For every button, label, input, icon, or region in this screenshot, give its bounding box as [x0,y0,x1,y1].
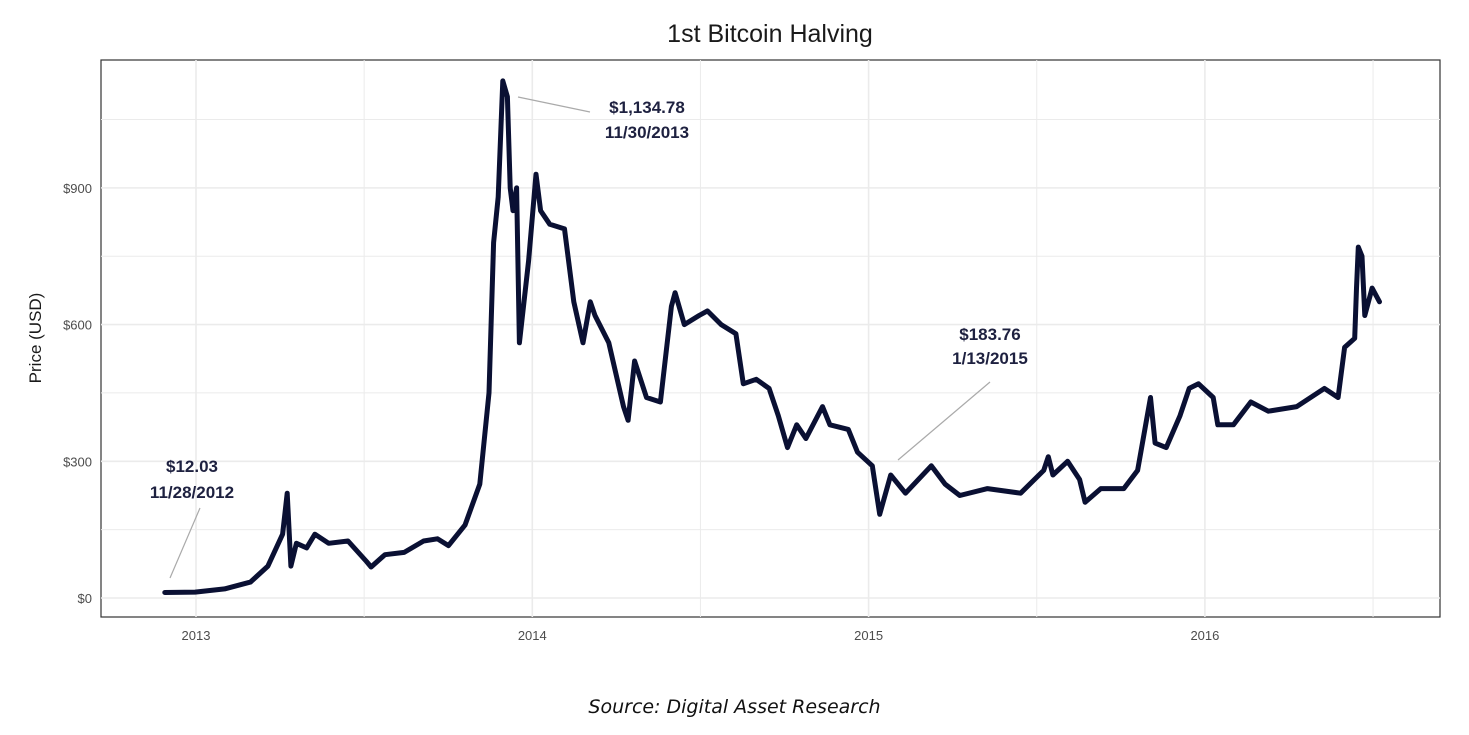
annotation-leader-line [169,507,201,579]
price-line [162,78,1382,595]
y-tick-label: $600 [63,318,92,333]
annotation-price: $183.76 [959,325,1020,344]
annotation-price: $1,134.78 [609,98,685,117]
x-tick-label: 2013 [182,628,211,643]
grid-lines [101,60,1440,617]
y-axis-label: Price (USD) [26,293,45,384]
x-axis: 2013 2014 2015 2016 [182,628,1220,643]
y-tick-label: $300 [63,454,92,469]
bitcoin-price-chart: 1st Bitcoin Halving $0 $300 $600 $900 20… [26,20,1441,643]
y-tick-label: $0 [78,591,92,606]
x-tick-label: 2014 [518,628,547,643]
source-caption: Source: Digital Asset Research [588,696,881,718]
annotation-price: $12.03 [166,457,218,476]
annotation-leader-line [517,96,591,113]
x-tick-label: 2016 [1190,628,1219,643]
annotation-leader-line [897,381,991,461]
y-axis: $0 $300 $600 $900 [63,181,92,606]
annotation-date: 11/28/2012 [150,483,234,502]
annotation-date: 1/13/2015 [952,349,1028,368]
chart-title: 1st Bitcoin Halving [667,20,873,48]
annotation-date: 11/30/2013 [605,123,689,142]
x-tick-label: 2015 [854,628,883,643]
annotations: $12.03 11/28/2012 $1,134.78 11/30/2013 $… [150,96,1028,579]
plot-panel [100,59,1441,618]
y-tick-label: $900 [63,181,92,196]
